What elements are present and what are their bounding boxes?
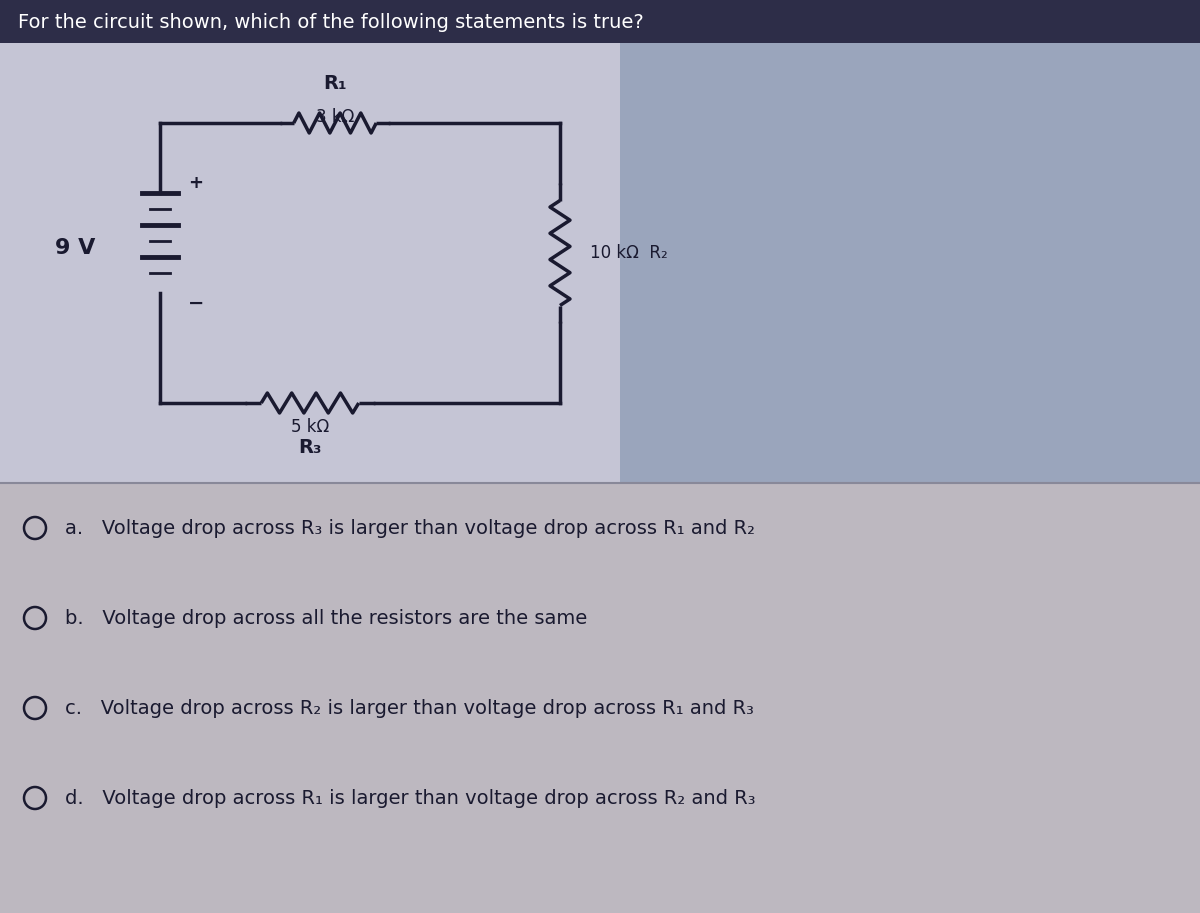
Text: 9 V: 9 V: [55, 238, 95, 258]
Text: For the circuit shown, which of the following statements is true?: For the circuit shown, which of the foll…: [18, 13, 643, 32]
Text: R₁: R₁: [323, 74, 347, 93]
Text: −: −: [188, 293, 204, 312]
Text: 5 kΩ: 5 kΩ: [290, 418, 329, 436]
Text: a.   Voltage drop across R₃ is larger than voltage drop across R₁ and R₂: a. Voltage drop across R₃ is larger than…: [65, 519, 755, 538]
Bar: [0, 483, 1200, 913]
Bar: [620, 43, 1200, 483]
Text: c.   Voltage drop across R₂ is larger than voltage drop across R₁ and R₃: c. Voltage drop across R₂ is larger than…: [65, 698, 754, 718]
Text: 3 kΩ: 3 kΩ: [316, 108, 354, 126]
Bar: [0, 43, 620, 483]
Text: d.   Voltage drop across R₁ is larger than voltage drop across R₂ and R₃: d. Voltage drop across R₁ is larger than…: [65, 789, 756, 807]
Bar: [0, 0, 1200, 43]
Text: 10 kΩ  R₂: 10 kΩ R₂: [590, 244, 667, 262]
Text: R₃: R₃: [299, 438, 322, 457]
Text: +: +: [188, 174, 203, 192]
Text: b.   Voltage drop across all the resistors are the same: b. Voltage drop across all the resistors…: [65, 608, 587, 627]
